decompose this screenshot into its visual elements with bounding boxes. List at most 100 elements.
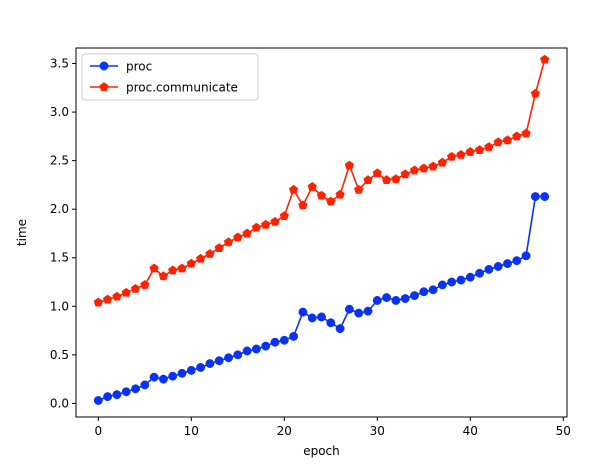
plot-series — [93, 54, 550, 405]
data-point — [140, 380, 150, 390]
data-point — [261, 341, 271, 351]
data-point — [112, 291, 122, 301]
data-point — [195, 253, 206, 263]
data-point — [205, 248, 215, 258]
data-point — [251, 222, 262, 232]
data-point — [475, 268, 485, 278]
data-point — [223, 237, 234, 247]
data-point — [456, 275, 466, 285]
x-tick-label: 10 — [184, 424, 199, 438]
data-point — [428, 285, 438, 295]
data-point — [298, 307, 308, 317]
y-tick-label: 1.5 — [50, 251, 69, 265]
data-point — [344, 160, 355, 170]
legend-label: proc — [126, 60, 152, 74]
data-point — [326, 196, 336, 206]
data-point — [372, 296, 382, 305]
y-tick-label: 1.0 — [50, 299, 69, 313]
data-point — [335, 324, 345, 334]
x-tick-label: 40 — [463, 424, 478, 438]
data-point — [400, 169, 410, 179]
data-point — [493, 262, 503, 271]
data-point — [121, 387, 131, 397]
data-point — [279, 335, 289, 345]
data-point — [158, 271, 169, 281]
x-axis-label: epoch — [303, 444, 340, 458]
data-point — [521, 251, 531, 261]
data-point — [158, 374, 168, 384]
data-point — [270, 337, 280, 347]
data-point — [428, 161, 438, 171]
data-point — [344, 304, 354, 314]
data-point — [279, 211, 289, 220]
data-point — [503, 259, 512, 269]
data-point — [103, 392, 113, 402]
data-point — [168, 371, 178, 381]
data-point — [140, 280, 150, 289]
data-point — [484, 142, 494, 152]
data-point — [530, 192, 540, 202]
x-tick-label: 30 — [370, 424, 385, 438]
legend-marker — [99, 82, 109, 91]
data-point — [382, 293, 392, 303]
data-point — [131, 384, 140, 394]
data-point — [391, 174, 401, 184]
data-point — [168, 265, 178, 275]
data-point — [289, 331, 299, 341]
data-point — [484, 264, 494, 274]
y-axis-ticks: 0.0 0.5 1.0 1.5 2.0 2.5 3.0 3.5 — [50, 57, 76, 410]
data-point — [493, 137, 503, 147]
data-point — [326, 318, 336, 328]
data-point — [391, 296, 401, 305]
axes-frame — [75, 47, 568, 418]
data-point — [149, 263, 159, 273]
data-point — [233, 232, 243, 242]
y-tick-label: 3.0 — [50, 105, 69, 119]
data-point — [205, 359, 215, 369]
data-point — [465, 272, 475, 282]
data-point — [112, 390, 122, 400]
y-tick-label: 0.0 — [50, 396, 69, 410]
legend-box — [81, 53, 259, 101]
data-point — [93, 396, 103, 405]
data-point — [196, 363, 206, 372]
data-point — [512, 256, 522, 266]
data-point — [474, 145, 485, 154]
data-point — [540, 54, 550, 64]
series-1 — [93, 54, 550, 307]
data-point — [233, 350, 243, 360]
data-point — [400, 294, 410, 303]
legend: proc proc.communicate — [81, 53, 259, 101]
data-point — [354, 184, 364, 194]
x-axis-ticks: 0 10 20 30 40 50 — [94, 417, 571, 438]
data-point — [381, 175, 392, 185]
data-point — [530, 88, 541, 98]
data-point — [363, 175, 373, 185]
x-tick-label: 0 — [94, 424, 102, 438]
data-point — [447, 151, 457, 161]
data-point — [419, 287, 429, 297]
y-tick-label: 0.5 — [50, 348, 69, 362]
data-point — [307, 181, 317, 191]
data-point — [149, 372, 159, 382]
data-point — [456, 149, 466, 159]
data-point — [102, 294, 113, 304]
x-tick-label: 20 — [277, 424, 292, 438]
data-point — [335, 189, 345, 199]
series-0 — [93, 192, 550, 405]
data-point — [177, 263, 187, 273]
data-point — [419, 163, 429, 173]
data-point — [130, 283, 141, 293]
data-point — [93, 297, 103, 307]
data-point — [316, 190, 327, 200]
data-point — [502, 135, 513, 145]
y-tick-label: 2.5 — [50, 154, 69, 168]
y-tick-label: 3.5 — [50, 57, 69, 71]
data-point — [261, 219, 271, 229]
data-point — [224, 353, 233, 363]
data-point — [251, 344, 261, 354]
data-point — [409, 165, 420, 175]
legend-label: proc.communicate — [126, 81, 238, 95]
data-point — [186, 258, 196, 268]
